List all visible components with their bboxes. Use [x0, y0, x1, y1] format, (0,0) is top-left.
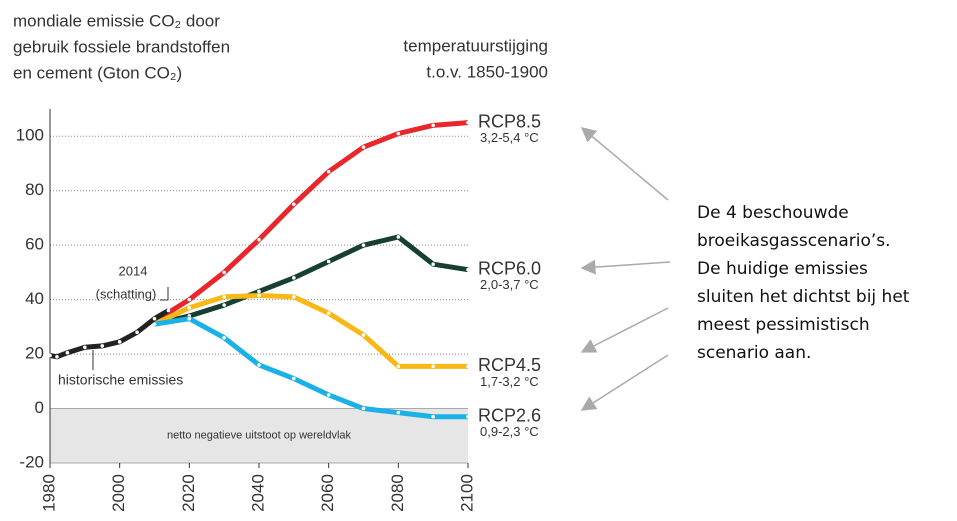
series-line [153, 293, 468, 369]
point [117, 340, 122, 344]
series-line [153, 120, 469, 324]
right-title-line: t.o.v. 1850-1900 [426, 62, 548, 81]
point [431, 123, 435, 128]
point [222, 270, 226, 275]
point [222, 295, 226, 299]
point [361, 243, 366, 247]
y-tick-label: 0 [35, 398, 44, 417]
y-tick-label: 100 [16, 126, 44, 145]
y-tick-label: 60 [25, 235, 44, 254]
point [466, 364, 470, 369]
point [65, 350, 70, 355]
point [187, 316, 192, 321]
series-temperature: 2,0-3,7 °C [480, 277, 539, 292]
point [187, 297, 192, 302]
side-note-line: meest pessimistisch [697, 315, 870, 335]
x-tick-label: 2080 [388, 474, 407, 512]
point [135, 330, 139, 335]
point [361, 333, 366, 337]
historical-line [49, 308, 170, 360]
x-tick-label: 2000 [109, 474, 128, 512]
point [466, 414, 470, 419]
point [292, 295, 296, 299]
point [55, 355, 59, 359]
title-line: gebruik fossiele brandstoffen [13, 37, 230, 56]
series-name: RCP4.5 [478, 355, 541, 375]
series-name: RCP8.5 [478, 111, 541, 131]
point [187, 305, 192, 310]
series-name: RCP2.6 [478, 405, 541, 425]
point [431, 364, 435, 369]
point [361, 406, 366, 411]
point [466, 120, 470, 125]
title-line: en cement (Gton CO₂) [13, 63, 182, 82]
point [48, 353, 52, 358]
y-tick-label: 40 [25, 289, 44, 308]
point [326, 311, 331, 316]
point [326, 169, 331, 174]
right-title-line: temperatuurstijging [403, 36, 548, 55]
point [326, 393, 331, 397]
point [166, 308, 171, 313]
point [292, 202, 296, 207]
x-tick-label: 2040 [248, 474, 267, 512]
side-note-line: scenario aan. [697, 343, 811, 363]
x-tick-label: 2020 [179, 474, 198, 512]
y-tick-label: -20 [19, 452, 44, 471]
side-note-line: De huidige emissies [697, 259, 868, 279]
point [152, 322, 157, 326]
point [466, 267, 470, 272]
title-line: mondiale emissie CO₂ door [13, 11, 220, 30]
point [257, 293, 261, 298]
point [257, 363, 261, 367]
point [396, 131, 401, 136]
point [222, 303, 226, 307]
point [222, 335, 226, 340]
point [431, 262, 435, 267]
point [152, 316, 157, 321]
side-note-line: sluiten het dichtst bij het [697, 287, 910, 307]
series-line [154, 316, 468, 420]
y-tick-label: 20 [25, 344, 44, 363]
point [257, 237, 261, 242]
point [257, 289, 261, 294]
point [326, 259, 331, 264]
point [396, 364, 401, 369]
series-temperature: 0,9-2,3 °C [480, 424, 539, 439]
x-tick-label: 2060 [318, 474, 337, 512]
point [396, 235, 401, 239]
point [292, 276, 296, 280]
estimate-pointer [160, 287, 169, 301]
point [396, 410, 401, 415]
point [361, 145, 366, 149]
series-temperature: 3,2-5,4 °C [480, 130, 539, 145]
x-tick-label: 2100 [457, 474, 476, 512]
series-temperature: 1,7-3,2 °C [480, 374, 539, 389]
side-note-line: broeikasgasscenario’s. [697, 231, 891, 251]
series-name: RCP6.0 [478, 258, 541, 278]
point [292, 376, 296, 381]
x-tick-label: 1980 [39, 474, 58, 512]
point [431, 414, 435, 419]
negative-zone [50, 408, 468, 463]
point [83, 345, 87, 350]
estimate-label: 2014 [119, 263, 148, 278]
side-note-line: De 4 beschouwde [697, 203, 849, 223]
negative-zone-label: netto negatieve uitstoot op wereldvlak [167, 429, 352, 441]
point [100, 344, 105, 348]
historical-label: historische emissies [58, 372, 183, 388]
y-tick-label: 80 [25, 180, 44, 199]
series-line [153, 234, 469, 327]
arrows [580, 127, 671, 411]
estimate-label: (schatting) [96, 286, 157, 301]
